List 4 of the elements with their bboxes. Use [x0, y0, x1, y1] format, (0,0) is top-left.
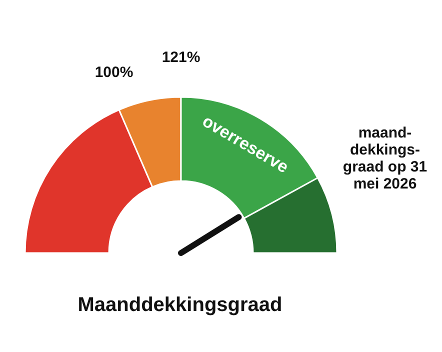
text: maand-dekkings-graad op 31 mei 2026: [342, 124, 428, 192]
text: Maanddekkingsgraad: [78, 294, 282, 316]
text: 100%: [94, 64, 134, 81]
text: 121%: [162, 49, 200, 66]
